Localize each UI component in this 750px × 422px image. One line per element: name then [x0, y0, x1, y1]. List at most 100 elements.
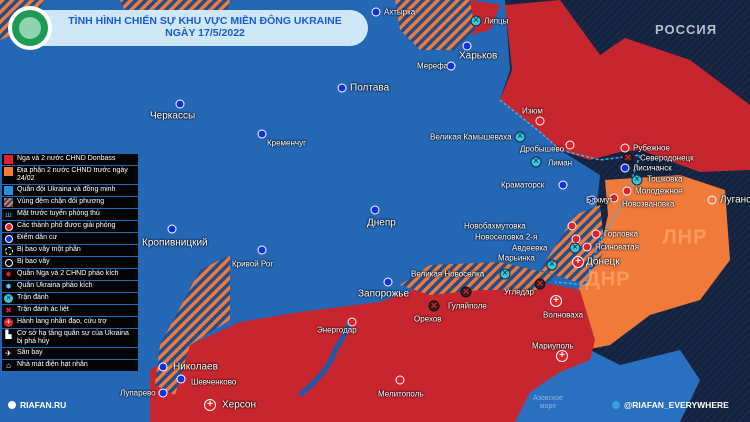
red-marker-icon [535, 116, 545, 126]
city-label: Полтава [350, 82, 390, 94]
blue-marker-icon [158, 362, 168, 372]
city-label: Волноваха [543, 310, 584, 320]
city-label: Николаев [173, 361, 218, 373]
legend-item: Các thành phố được giải phóng [2, 221, 138, 232]
telegram-credit: @RIAFAN_EVERYWHERE [612, 400, 729, 410]
city-label: Мелитополь [378, 389, 424, 399]
red-artillery-icon: ✸ [5, 269, 12, 279]
red-marker-icon [582, 242, 592, 252]
city-label: Северодонецк [640, 153, 694, 163]
city-label: Днепр [367, 217, 396, 229]
battle-icon: ✕ [4, 294, 13, 303]
city-label: Орехов [414, 314, 442, 324]
legend-label: Bị bao vây [17, 258, 50, 265]
city-label: Великая Новоселка [411, 269, 485, 279]
city-label: Краматорск [501, 180, 545, 190]
legend-item: Vùng đệm chặn đối phương [2, 197, 138, 208]
blue-marker-icon [370, 205, 380, 215]
site-logo-icon [8, 401, 16, 409]
city-label: Великая Камышеваха [430, 132, 512, 142]
blue-marker-icon [462, 41, 472, 51]
destroyed-infrastructure-icon: ▙ [5, 329, 12, 339]
city-label: Молодежное [635, 186, 683, 196]
city-label: Новозвановка [622, 199, 675, 209]
sea-of-azov-label: Азовское море [533, 395, 563, 410]
battle-marker-icon [546, 259, 558, 271]
legend-label: Hành lang nhân đạo, cứu trợ [17, 318, 107, 325]
battle-marker-icon [514, 131, 526, 143]
lnr-label: ЛНР [662, 226, 708, 249]
city-label: Харьков [459, 50, 498, 62]
city-label: Ясиноватая [595, 242, 639, 252]
red-marker-icon [620, 143, 630, 153]
ring-icon [4, 258, 13, 267]
red-marker-icon [565, 140, 575, 150]
legend-item: ▙ Cơ sở hạ tầng quân sự của Ukraina bị ph… [2, 329, 138, 347]
blue-square-icon [4, 186, 13, 195]
dpr-lpr-territory [575, 175, 730, 350]
legend-item: Điểm dân cư [2, 233, 138, 244]
blue-marker-icon [337, 83, 347, 93]
front-line [499, 99, 642, 286]
city-label: Липцы [484, 16, 509, 26]
russia-watermark: РОССИЯ [655, 22, 718, 37]
city-label: Ахтырка [384, 7, 416, 17]
blue-marker-icon [257, 129, 267, 139]
city-label: Тошковка [647, 174, 683, 184]
fierce-marker-icon [428, 300, 440, 312]
blue-dot-icon [4, 234, 13, 243]
russia-controlled-south [150, 282, 595, 422]
blue-marker-icon [587, 195, 597, 205]
city-label: Лисичанск [633, 163, 672, 173]
legend-item: Nga và 2 nước CHND Donbass [2, 154, 138, 165]
legend-item: ⌂ Nhà mát điện hạt nhân [2, 360, 138, 371]
city-label: Кропивницкий [142, 237, 208, 249]
city-label: Новобахмутовка [464, 221, 526, 231]
aid-marker-icon [204, 399, 216, 411]
legend-label: Quân đội Ukraina và đồng minh [17, 186, 116, 193]
dnr-label: ДНР [585, 268, 631, 291]
red-marker-icon [591, 229, 601, 239]
city-label: Новоселовка 2-я [475, 232, 538, 242]
legend-item: + Hành lang nhân đạo, cứu trợ [2, 317, 138, 328]
legend: Nga và 2 nước CHND Donbass Địa phận 2 nướ… [2, 154, 138, 372]
legend-label: Nhà mát điện hạt nhân [17, 361, 88, 368]
legend-label: Quân Ukraina pháo kích [17, 282, 93, 289]
city-label: Кривой Рог [232, 259, 274, 269]
city-label: Херсон [222, 399, 256, 411]
blue-marker-icon [383, 277, 393, 287]
legend-item: ш Mặt trước tuyến phòng thủ [2, 209, 138, 220]
fierce-marker-icon [460, 286, 472, 298]
title-line-1: TÌNH HÌNH CHIẾN SỰ KHU VỰC MIỀN ĐÔNG UKR… [68, 15, 342, 27]
red-marker-icon [609, 193, 619, 203]
aid-marker-icon [572, 256, 584, 268]
legend-label: Trận đánh ác liệt [17, 306, 69, 313]
legend-label: Bị bao vây một phần [17, 246, 81, 253]
legend-item: ✖ Trận đánh ác liệt [2, 305, 138, 316]
blue-marker-icon [371, 7, 381, 17]
dashed-ring-icon [4, 246, 13, 255]
legend-item: Bị bao vây một phần [2, 245, 138, 256]
legend-label: Cơ sở hạ tầng quân sự của Ukraina bị phá… [17, 330, 129, 345]
city-label: Черкассы [150, 110, 196, 122]
city-label: Марьинка [498, 253, 535, 263]
legend-label: Vùng đệm chặn đối phương [17, 198, 105, 205]
city-label: Авдеевка [512, 243, 548, 253]
title-banner: TÌNH HÌNH CHIẾN SỰ KHU VỰC MIỀN ĐÔNG UKR… [12, 10, 368, 46]
nuclear-plant-icon: ⌂ [6, 360, 11, 370]
battle-marker-icon [569, 242, 581, 254]
battle-marker-icon [530, 156, 542, 168]
city-label: Угледар [504, 287, 534, 297]
red-square-icon [4, 155, 13, 164]
legend-label: Điểm dân cư [17, 234, 58, 241]
legend-label: Địa phận 2 nước CHND trước ngày 24/02 [17, 167, 128, 182]
humanitarian-icon: + [4, 317, 13, 327]
aid-marker-icon [556, 350, 568, 362]
battle-marker-icon [631, 174, 643, 186]
blue-marker-icon [167, 224, 177, 234]
site-credit: RIAFAN.RU [8, 400, 66, 410]
red-marker-icon [567, 221, 577, 231]
city-label: Мерефа [417, 61, 449, 71]
blue-marker-icon [558, 180, 568, 190]
red-marker-icon [395, 375, 405, 385]
